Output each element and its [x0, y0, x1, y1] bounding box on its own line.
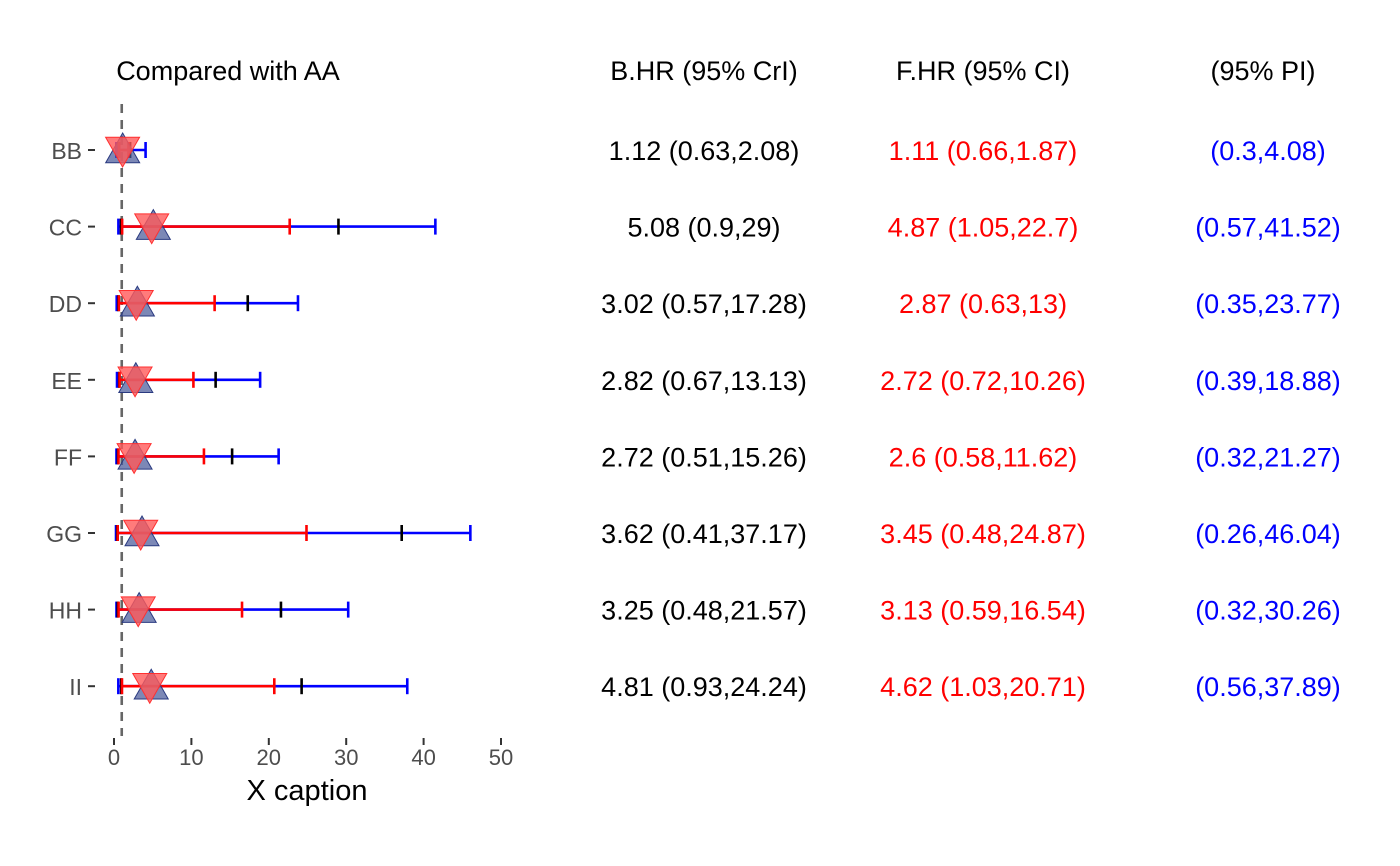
pi-value: (0.39,18.88)	[1195, 366, 1341, 396]
y-tick-label: GG	[46, 521, 82, 547]
plot-area	[104, 104, 472, 736]
pi-value: (0.57,41.52)	[1195, 213, 1341, 243]
y-tick-label: II	[69, 674, 82, 700]
bayes-hr-value: 1.12 (0.63,2.08)	[609, 136, 800, 166]
freq-hr-point-triangle-down	[131, 672, 168, 705]
x-axis-label: X caption	[247, 775, 368, 807]
bayes-column: B.HR (95% CrI) 1.12 (0.63,2.08) 5.08 (0.9…	[601, 56, 807, 702]
freq-hr-value: 2.87 (0.63,13)	[899, 289, 1067, 319]
y-tick-label: CC	[49, 215, 82, 241]
freq-hr-point-triangle-down	[120, 596, 157, 628]
bayes-hr-value: 2.82 (0.67,13.13)	[601, 366, 807, 396]
bayes-hr-value: 5.08 (0.9,29)	[627, 213, 780, 243]
y-tick-label: DD	[49, 291, 82, 317]
bayes-hr-value: 3.02 (0.57,17.28)	[601, 289, 807, 319]
y-tick-label: EE	[51, 368, 82, 394]
x-tick-label: 30	[334, 745, 358, 770]
row-dd	[115, 285, 300, 322]
pi-column-header: (95% PI)	[1210, 56, 1315, 86]
freq-hr-point-triangle-down	[118, 289, 155, 322]
y-tick-label: HH	[49, 598, 82, 624]
row-bb	[104, 131, 147, 169]
y-axis: BB CC DD EE FF GG HH II	[46, 138, 95, 700]
bayes-hr-value: 3.62 (0.41,37.17)	[601, 519, 807, 549]
pi-value: (0.35,23.77)	[1195, 289, 1341, 319]
row-gg	[114, 514, 472, 552]
pi-value: (0.32,21.27)	[1195, 442, 1341, 472]
y-tick-label: BB	[51, 138, 82, 164]
plot-title: Compared with AA	[116, 56, 340, 86]
pi-value: (0.3,4.08)	[1210, 136, 1326, 166]
bayes-hr-value: 4.81 (0.93,24.24)	[601, 672, 807, 702]
pi-value: (0.26,46.04)	[1195, 519, 1341, 549]
x-tick-label: 40	[411, 745, 435, 770]
pi-value: (0.32,30.26)	[1195, 596, 1341, 626]
x-axis: 0 10 20 30 40 50	[108, 738, 513, 770]
row-cc	[117, 208, 437, 245]
freq-hr-value: 4.87 (1.05,22.7)	[888, 213, 1079, 243]
freq-hr-point-triangle-down	[104, 136, 141, 169]
pi-column: (95% PI) (0.3,4.08) (0.57,41.52) (0.35,23.…	[1195, 56, 1341, 702]
pi-value: (0.56,37.89)	[1195, 672, 1341, 702]
freq-hr-value: 2.6 (0.58,11.62)	[889, 442, 1078, 472]
freq-hr-value: 3.13 (0.59,16.54)	[880, 596, 1086, 626]
bayes-column-header: B.HR (95% CrI)	[610, 56, 798, 86]
x-tick-label: 50	[489, 745, 513, 770]
row-ii	[117, 668, 409, 705]
freq-hr-point-triangle-down	[117, 366, 153, 398]
row-ee	[115, 361, 262, 398]
freq-column: F.HR (95% CI) 1.11 (0.66,1.87) 4.87 (1.05…	[880, 56, 1086, 702]
x-tick-label: 10	[179, 745, 203, 770]
y-tick-label: FF	[54, 444, 82, 470]
freq-hr-point-triangle-down	[122, 519, 159, 552]
x-tick-label: 20	[257, 745, 281, 770]
bayes-hr-value: 2.72 (0.51,15.26)	[601, 442, 807, 472]
freq-column-header: F.HR (95% CI)	[896, 56, 1070, 86]
freq-hr-value: 2.72 (0.72,10.26)	[880, 366, 1086, 396]
freq-hr-point-triangle-down	[133, 213, 170, 245]
freq-hr-value: 3.45 (0.48,24.87)	[880, 519, 1086, 549]
row-ff	[115, 438, 280, 475]
freq-hr-value: 4.62 (1.03,20.71)	[880, 672, 1086, 702]
row-hh	[115, 591, 350, 628]
bayes-hr-value: 3.25 (0.48,21.57)	[601, 596, 807, 626]
freq-hr-value: 1.11 (0.66,1.87)	[889, 136, 1078, 166]
x-tick-label: 0	[108, 745, 120, 770]
freq-hr-point-triangle-down	[116, 443, 152, 475]
